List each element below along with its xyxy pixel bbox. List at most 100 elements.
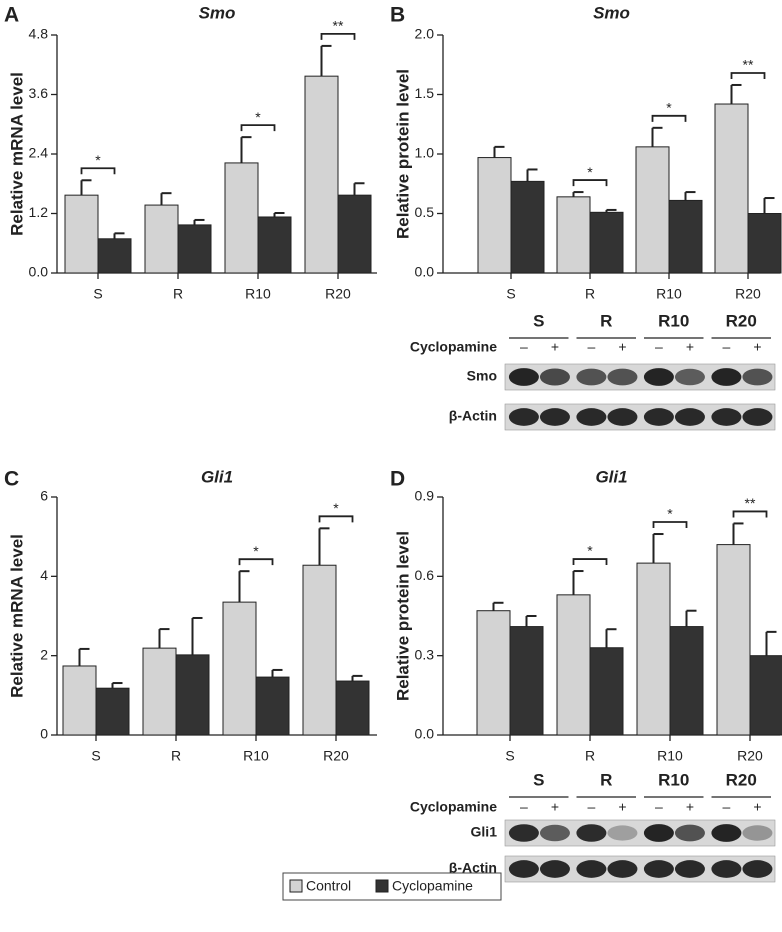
- y-tick-label: 0.0: [29, 264, 49, 280]
- bar: [177, 224, 212, 274]
- x-tick-label: R20: [737, 748, 763, 764]
- significance-bracket: [238, 558, 274, 566]
- treatment-sign: +: [618, 339, 626, 355]
- panel-label: C: [4, 468, 19, 491]
- y-tick-label: 0.6: [415, 567, 435, 583]
- bar: [636, 562, 671, 736]
- treatment-sign: +: [551, 799, 559, 815]
- significance-bracket: [318, 515, 354, 523]
- y-axis-label: Relative mRNA level: [7, 72, 26, 236]
- y-axis-label: Relative protein level: [393, 69, 412, 239]
- treatment-sign: +: [753, 339, 761, 355]
- y-tick-label: 2.4: [29, 145, 49, 161]
- x-tick-label: R: [171, 748, 181, 764]
- blot-band: [742, 860, 773, 878]
- blot-group-label: R10: [658, 311, 689, 330]
- blot-row-label: β-Actin: [449, 860, 497, 876]
- chart-title: Gli1: [595, 467, 627, 486]
- blot-band: [607, 860, 638, 878]
- treatment-sign: +: [753, 799, 761, 815]
- treatment-sign: +: [686, 339, 694, 355]
- significance-label: *: [587, 543, 593, 559]
- bar: [224, 162, 259, 274]
- blot-band: [674, 824, 705, 842]
- y-tick-label: 0.5: [415, 204, 435, 220]
- treatment-sign: –: [520, 799, 528, 815]
- blot-band: [607, 368, 638, 386]
- legend: Control Cyclopamine: [282, 872, 502, 901]
- bar: [335, 680, 370, 736]
- blot-band: [607, 408, 638, 426]
- blot-band: [643, 860, 674, 878]
- x-tick-label: R10: [656, 286, 682, 302]
- blot-group-label: R20: [726, 770, 757, 789]
- significance-bracket: [730, 72, 766, 79]
- bar: [716, 544, 751, 736]
- treatment-sign: +: [618, 799, 626, 815]
- treatment-sign: –: [655, 339, 663, 355]
- blot-band: [711, 824, 742, 842]
- y-tick-label: 0.0: [415, 726, 435, 742]
- x-tick-label: R20: [735, 286, 761, 302]
- y-tick-label: 1.0: [415, 145, 435, 161]
- bar: [556, 594, 591, 736]
- y-tick-label: 2.0: [415, 26, 435, 42]
- blot-band: [711, 368, 742, 386]
- y-tick-label: 0.3: [415, 646, 435, 662]
- bar: [337, 194, 372, 274]
- blot-band: [539, 408, 570, 426]
- significance-label: *: [95, 152, 101, 168]
- bar: [257, 216, 292, 274]
- blot-band: [742, 825, 773, 841]
- legend-swatch: [289, 879, 303, 893]
- y-tick-label: 3.6: [29, 85, 49, 101]
- significance-label: **: [745, 495, 756, 511]
- bar: [510, 180, 545, 274]
- chart-title: Smo: [593, 3, 630, 22]
- significance-label: **: [333, 18, 344, 34]
- blot-band: [508, 368, 539, 386]
- blot-band: [711, 408, 742, 426]
- y-axis-label: Relative mRNA level: [7, 534, 26, 698]
- blot-band: [539, 368, 570, 386]
- treatment-label: Cyclopamine: [410, 339, 497, 355]
- significance-label: *: [255, 109, 261, 125]
- blot-group-label: S: [533, 770, 544, 789]
- blot-band: [576, 368, 607, 386]
- x-tick-label: R10: [245, 286, 271, 302]
- blot-band: [643, 824, 674, 842]
- bar: [509, 626, 544, 736]
- legend-box: [282, 872, 502, 901]
- bar: [635, 146, 670, 274]
- bar: [304, 75, 339, 274]
- chart-title: Smo: [199, 3, 236, 22]
- bar: [222, 601, 257, 736]
- bar: [95, 687, 130, 736]
- bar: [668, 199, 703, 274]
- blot-band: [742, 408, 773, 426]
- blot-group-label: R20: [726, 311, 757, 330]
- bar: [476, 610, 511, 736]
- bar: [62, 665, 97, 736]
- treatment-sign: –: [588, 339, 596, 355]
- blot-group-label: R: [600, 311, 612, 330]
- blot-group-label: R: [600, 770, 612, 789]
- y-tick-label: 6: [40, 488, 48, 504]
- panel-label: D: [390, 468, 405, 491]
- bar: [747, 213, 782, 274]
- legend-swatch: [375, 879, 389, 893]
- x-tick-label: R20: [325, 286, 351, 302]
- significance-label: *: [587, 164, 593, 180]
- y-tick-label: 1.2: [29, 204, 49, 220]
- blot-group-label: S: [533, 311, 544, 330]
- blot-band: [607, 825, 638, 841]
- x-tick-label: S: [91, 748, 100, 764]
- blot-row-label: β-Actin: [449, 408, 497, 424]
- bar: [477, 157, 512, 274]
- blot-row-label: Gli1: [471, 824, 498, 840]
- blot-band: [576, 824, 607, 842]
- panel-label: B: [390, 4, 405, 27]
- blot-band: [576, 860, 607, 878]
- blot-band: [643, 368, 674, 386]
- significance-bracket: [320, 33, 356, 40]
